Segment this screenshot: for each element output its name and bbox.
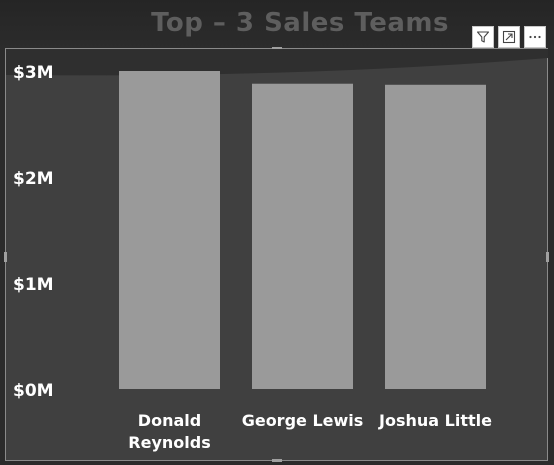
y-tick-label: $2M: [13, 169, 54, 189]
more-options-button[interactable]: [524, 26, 546, 48]
y-tick-label: $3M: [13, 63, 54, 83]
resize-handle-left[interactable]: [4, 252, 7, 262]
visual-header-toolbar: [472, 26, 546, 48]
focus-mode-button[interactable]: [498, 26, 520, 48]
x-tick-label: Donald Reynolds: [128, 411, 210, 452]
bar[interactable]: [252, 83, 353, 389]
chart-title: Top – 3 Sales Teams: [151, 8, 449, 38]
x-tick-label: George Lewis: [242, 411, 364, 430]
y-tick-label: $0M: [13, 381, 54, 401]
title-band: [0, 0, 554, 50]
resize-handle-right[interactable]: [546, 252, 549, 262]
header-shadow-band: [6, 49, 548, 76]
filter-icon: [476, 31, 490, 43]
x-tick-label: Joshua Little: [378, 411, 492, 430]
bar[interactable]: [385, 84, 486, 389]
more-options-icon: [529, 35, 541, 39]
resize-handle-top[interactable]: [272, 47, 282, 50]
focus-mode-icon: [502, 30, 516, 44]
bar[interactable]: [119, 71, 220, 389]
y-tick-label: $1M: [13, 275, 54, 295]
filter-button[interactable]: [472, 26, 494, 48]
resize-handle-bottom[interactable]: [272, 459, 282, 462]
